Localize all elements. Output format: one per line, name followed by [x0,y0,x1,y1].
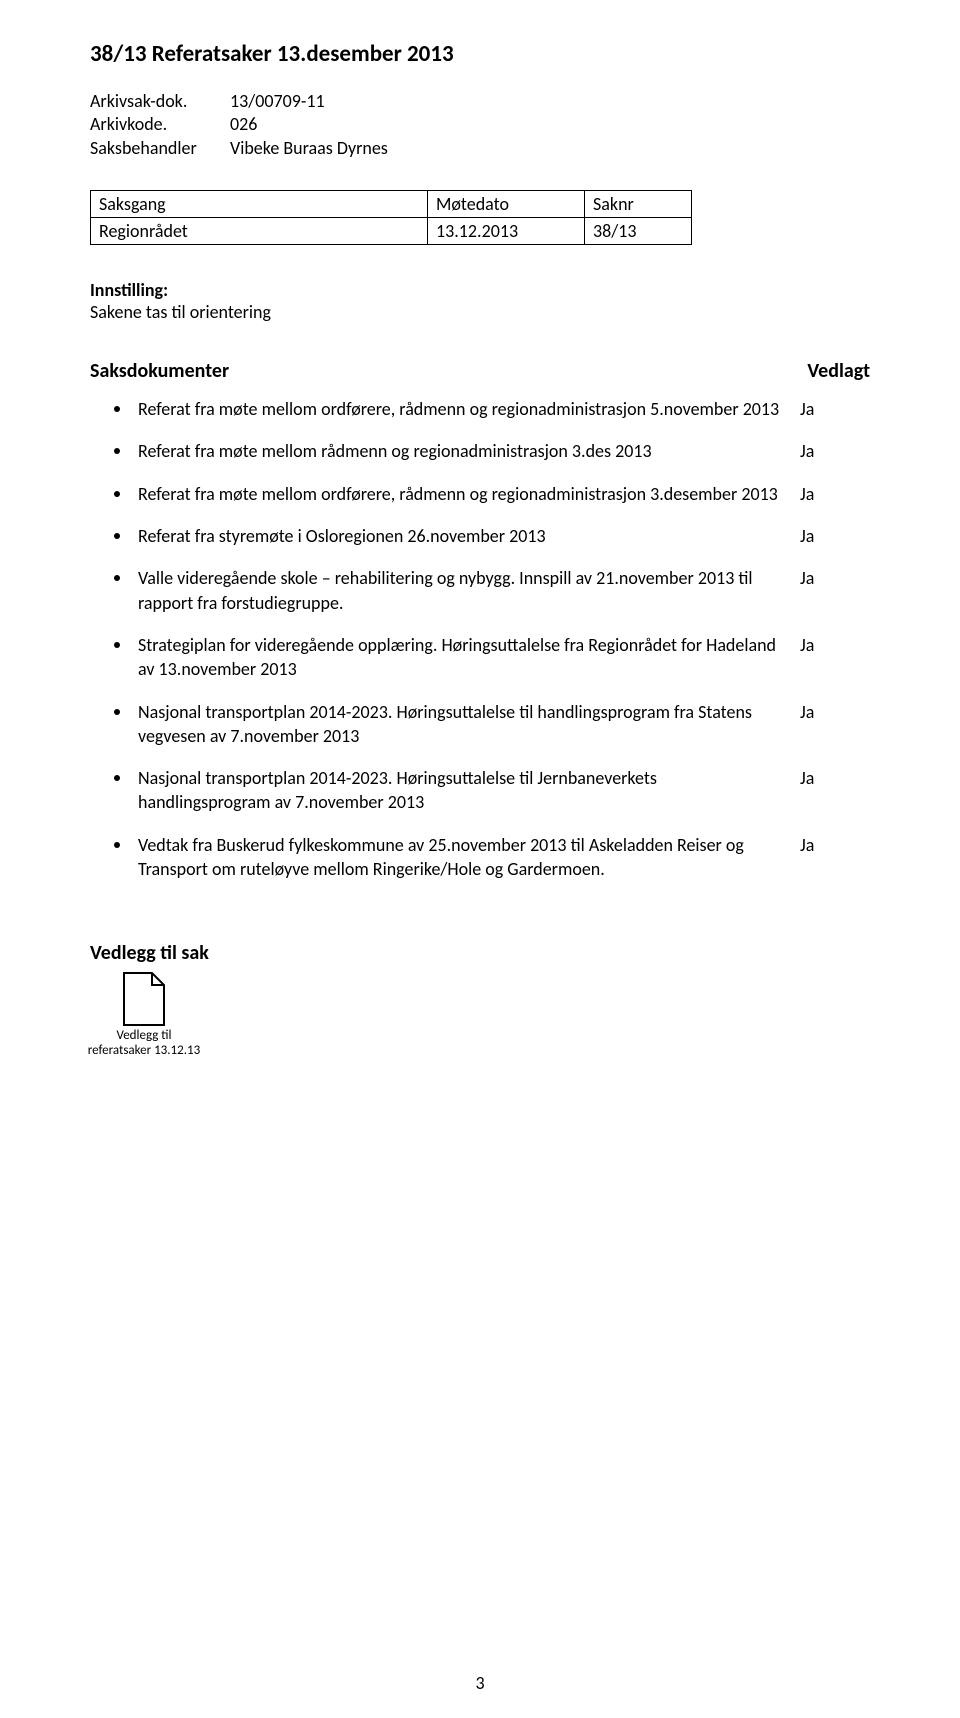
bullet-icon [114,775,120,781]
table-row: Saksgang Møtedato Saknr [91,191,692,218]
bullet-list: Referat fra møte mellom ordførere, rådme… [90,397,870,881]
list-item: Referat fra styremøte i Osloregionen 26.… [90,524,870,548]
list-item-text: Vedtak fra Buskerud fylkeskommune av 25.… [138,833,800,882]
list-item-ja: Ja [800,766,870,790]
list-item-text: Referat fra møte mellom rådmenn og regio… [138,439,800,463]
list-item: Valle videregående skole – rehabiliterin… [90,566,870,615]
vedlagt-label: Vedlagt [807,359,870,383]
list-item-text: Nasjonal transportplan 2014-2023. Høring… [138,700,800,749]
bullet-icon [114,709,120,715]
list-item: Referat fra møte mellom rådmenn og regio… [90,439,870,463]
bullet-icon [114,406,120,412]
file-icon [122,971,166,1027]
page-number: 3 [0,1672,960,1694]
list-item-ja: Ja [800,482,870,506]
table-cell: Saksgang [91,191,428,218]
attachment-label: Vedlegg til referatsaker 13.12.13 [88,1029,200,1059]
table-cell: 13.12.2013 [428,218,585,245]
innstilling-block: Innstilling: Sakene tas til orientering [90,279,870,323]
list-item-ja: Ja [800,439,870,463]
list-item-ja: Ja [800,700,870,724]
bullet-icon [114,642,120,648]
vedlegg-heading: Vedlegg til sak [90,941,870,965]
meta-label: Arkivsak-dok. [90,90,230,113]
table-cell: Regionrådet [91,218,428,245]
list-item-ja: Ja [800,566,870,590]
table-row: Regionrådet 13.12.2013 38/13 [91,218,692,245]
bullet-icon [114,448,120,454]
meta-label: Saksbehandler [90,137,230,160]
attachment-label-line1: Vedlegg til [116,1028,171,1043]
list-item-ja: Ja [800,633,870,657]
table-cell: Møtedato [428,191,585,218]
innstilling-heading: Innstilling: [90,279,870,301]
saksdokumenter-label: Saksdokumenter [90,359,229,383]
bullet-icon [114,575,120,581]
meta-row: Arkivkode. 026 [90,113,870,136]
list-item: Referat fra møte mellom ordførere, rådme… [90,482,870,506]
saksgang-table: Saksgang Møtedato Saknr Regionrådet 13.1… [90,190,692,245]
page-title: 38/13 Referatsaker 13.desember 2013 [90,40,870,68]
list-item-text: Referat fra styremøte i Osloregionen 26.… [138,524,800,548]
meta-row: Arkivsak-dok. 13/00709-11 [90,90,870,113]
bullet-icon [114,533,120,539]
list-item-text: Strategiplan for videregående opplæring.… [138,633,800,682]
meta-value: Vibeke Buraas Dyrnes [230,137,388,160]
attachment-file[interactable]: Vedlegg til referatsaker 13.12.13 [84,971,204,1059]
bullet-icon [114,842,120,848]
list-item-ja: Ja [800,833,870,857]
list-item: Vedtak fra Buskerud fylkeskommune av 25.… [90,833,870,882]
meta-label: Arkivkode. [90,113,230,136]
list-item: Referat fra møte mellom ordførere, rådme… [90,397,870,421]
attachment-label-line2: referatsaker 13.12.13 [88,1043,200,1058]
list-item-text: Nasjonal transportplan 2014-2023. Høring… [138,766,800,815]
list-item: Strategiplan for videregående opplæring.… [90,633,870,682]
list-item-text: Referat fra møte mellom ordførere, rådme… [138,397,800,421]
table-cell: Saknr [585,191,692,218]
page: 38/13 Referatsaker 13.desember 2013 Arki… [0,0,960,1718]
meta-value: 13/00709-11 [230,90,325,113]
list-item: Nasjonal transportplan 2014-2023. Høring… [90,766,870,815]
meta-value: 026 [230,113,257,136]
list-item-text: Valle videregående skole – rehabiliterin… [138,566,800,615]
saksdokumenter-header: Saksdokumenter Vedlagt [90,359,870,383]
meta-row: Saksbehandler Vibeke Buraas Dyrnes [90,137,870,160]
list-item-text: Referat fra møte mellom ordførere, rådme… [138,482,800,506]
bullet-icon [114,491,120,497]
list-item: Nasjonal transportplan 2014-2023. Høring… [90,700,870,749]
list-item-ja: Ja [800,397,870,421]
innstilling-body: Sakene tas til orientering [90,301,870,323]
list-item-ja: Ja [800,524,870,548]
meta-block: Arkivsak-dok. 13/00709-11 Arkivkode. 026… [90,90,870,160]
table-cell: 38/13 [585,218,692,245]
